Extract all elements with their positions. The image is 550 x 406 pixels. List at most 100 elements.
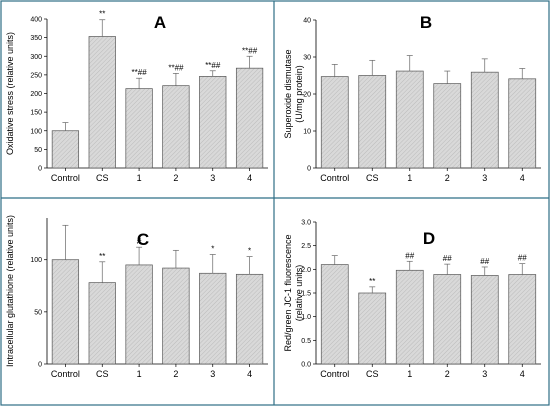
- panel-a-ytick-label: 0: [38, 166, 42, 173]
- panel-b-bar-5: [470, 71, 499, 169]
- panel-c-bar-2: [88, 282, 116, 365]
- panel-a-ytick-label: 300: [30, 54, 42, 61]
- panel-d-ytick-label: 1.0: [301, 314, 311, 321]
- panel-c-xtick-label-6: 4: [247, 369, 252, 379]
- panel-d-bar-2: [358, 292, 387, 365]
- panel-b-bar-4: [433, 83, 462, 169]
- panel-a-ytick-label: 150: [30, 110, 42, 117]
- panel-d-bar-6: [508, 274, 537, 365]
- panel-b-bar-3: [395, 70, 424, 169]
- panel-c-ylabel: Intracellular glutathione (relative unit…: [5, 215, 15, 367]
- panel-b-bar-2: [358, 75, 387, 169]
- panel-c-xtick-label-4: 2: [173, 369, 178, 379]
- panel-b-ylabel-line-1: Superoxide dismutase: [283, 49, 293, 138]
- panel-a-ytick-label: 200: [30, 91, 42, 98]
- panel-c-significance-2: **: [99, 252, 105, 261]
- panel-a-ytick-label: 50: [34, 147, 42, 154]
- panel-b-ytick-label: 10: [303, 129, 311, 136]
- panel-d-significance-6: ##: [518, 254, 527, 263]
- panel-c: 0 50 100 Control CS ** 1 #2 3 * 4 * C Intracellular g…: [5, 215, 268, 379]
- panel-b-ylabel-line-2: (U/mg protein): [294, 65, 304, 123]
- panel-b: 0 10 20 30 40 Control CS 1 2 3 4 B Superoxide dismut…: [283, 13, 541, 183]
- panel-a-xtick-label-6: 4: [247, 173, 252, 183]
- panel-a-xtick-label-1: Control: [51, 173, 80, 183]
- panel-b-xtick-label-5: 3: [482, 173, 487, 183]
- panel-b-ytick-label: 0: [307, 166, 311, 173]
- panel-d-xtick-label-2: CS: [366, 369, 379, 379]
- panel-c-bar-6: [235, 273, 264, 365]
- panel-c-ytick-label: 100: [30, 257, 42, 264]
- panel-c-xtick-label-2: CS: [96, 369, 109, 379]
- panel-c-bar-1: [51, 259, 80, 365]
- panel-d-ytick-label: 3.0: [301, 220, 311, 227]
- panel-a-xtick-label-4: 2: [173, 173, 178, 183]
- panel-c-bar-4: [162, 267, 190, 365]
- panel-c-bar-5: [199, 272, 227, 365]
- panel-d-ytick-label: 1.5: [301, 291, 311, 298]
- panel-d: 0.0 0.5 1.0 1.5 2.0 2.5 3.0 Control CS ** 1 ## 2 ## 3 #…: [283, 220, 541, 379]
- panel-b-label: B: [420, 13, 432, 32]
- panel-a-significance-6: **##: [242, 46, 258, 55]
- panel-b-bar-6: [508, 78, 537, 169]
- panel-a-bar-5: [199, 76, 227, 169]
- panel-a-label: A: [154, 13, 166, 32]
- panel-d-bar-4: [433, 274, 462, 365]
- panel-d-ylabel-line-1: Red/green JC-1 fluorescence: [283, 234, 293, 351]
- panel-d-significance-5: ##: [480, 257, 489, 266]
- panel-a-bar-4: [162, 85, 190, 169]
- panel-c-xtick-label-1: Control: [51, 369, 80, 379]
- panel-d-xtick-label-1: Control: [320, 369, 349, 379]
- panel-c-bar-3: [125, 264, 153, 365]
- panel-d-ytick-label: 2.0: [301, 267, 311, 274]
- panel-c-xtick-label-5: 3: [210, 369, 215, 379]
- panel-b-ytick-label: 30: [303, 55, 311, 62]
- panel-a-ytick-label: 250: [30, 72, 42, 79]
- panel-c-label: C: [137, 230, 149, 249]
- panel-d-bar-5: [470, 275, 499, 365]
- panel-c-significance-6: *: [248, 247, 251, 256]
- panel-a-bar-6: [235, 67, 264, 169]
- panel-a-significance-3: **##: [132, 68, 148, 77]
- panel-d-xtick-label-5: 3: [482, 369, 487, 379]
- panel-a-xtick-label-3: 1: [137, 173, 142, 183]
- panel-a-significance-2: **: [99, 10, 105, 19]
- panel-d-ylabel-line-2: (relative units): [294, 265, 304, 322]
- panel-b-xtick-label-4: 2: [445, 173, 450, 183]
- panel-b-ytick-label: 20: [303, 92, 311, 99]
- panel-a-xtick-label-2: CS: [96, 173, 109, 183]
- panel-a-ylabel: Oxidative stress (relative units): [5, 32, 15, 155]
- panel-a-significance-4: **##: [168, 63, 184, 72]
- panel-b-xtick-label-6: 4: [520, 173, 525, 183]
- panel-a-bar-1: [51, 130, 80, 169]
- panel-b-bar-1: [320, 76, 349, 169]
- panel-c-xtick-label-3: 1: [137, 369, 142, 379]
- panel-d-ytick-label: 0.5: [301, 338, 311, 345]
- panel-d-significance-4: ##: [443, 254, 452, 263]
- panel-d-label: D: [423, 229, 435, 248]
- panel-b-xtick-label-3: 1: [407, 173, 412, 183]
- panel-a-bar-2: [88, 36, 116, 169]
- panel-d-ytick-label: 0.0: [301, 362, 311, 369]
- panel-a-bar-3: [125, 88, 153, 169]
- panel-c-significance-3: #: [137, 237, 142, 246]
- panel-a-significance-5: **##: [205, 61, 221, 70]
- panel-a-xtick-label-5: 3: [210, 173, 215, 183]
- panel-d-bar-1: [320, 264, 349, 365]
- panel-d-xtick-label-6: 4: [520, 369, 525, 379]
- panel-d-significance-2: **: [369, 277, 375, 286]
- panel-a-ytick-label: 400: [30, 17, 42, 24]
- panel-d-ytick-label: 2.5: [301, 243, 311, 250]
- panel-d-xtick-label-3: 1: [407, 369, 412, 379]
- panel-b-xtick-label-1: Control: [320, 173, 349, 183]
- panel-d-bar-3: [395, 269, 424, 365]
- panel-c-ytick-label: 50: [34, 309, 42, 316]
- panel-d-significance-3: ##: [405, 251, 414, 260]
- panel-c-significance-5: *: [211, 245, 214, 254]
- panel-b-xtick-label-2: CS: [366, 173, 379, 183]
- panel-a: 0 50 100 150 200 250 300 350 400 Control CS ** 1 **##…: [5, 10, 268, 183]
- panel-a-ytick-label: 350: [30, 35, 42, 42]
- panel-a-ytick-label: 100: [30, 128, 42, 135]
